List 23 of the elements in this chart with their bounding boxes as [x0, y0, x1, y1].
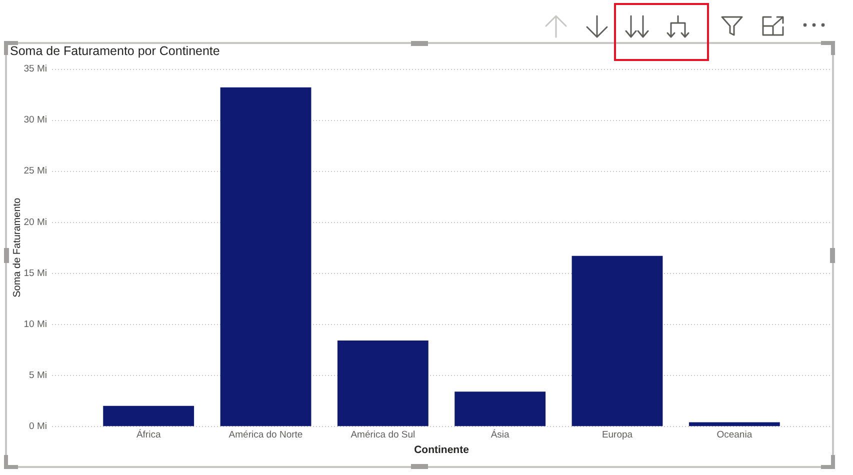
bar: [688, 422, 780, 426]
x-axis-title: Continente: [414, 444, 470, 456]
chart-title: Soma de Faturamento por Continente: [10, 44, 220, 59]
x-tick-label: Oceania: [716, 430, 753, 441]
y-tick-label: 15 Mi: [24, 268, 47, 279]
y-tick-label: 5 Mi: [29, 370, 47, 381]
y-tick-label: 0 Mi: [29, 420, 47, 432]
y-tick-label: 10 Mi: [24, 318, 47, 330]
x-tick-label: África: [136, 428, 162, 441]
y-tick-label: 35 Mi: [24, 64, 47, 75]
x-tick-label: América do Norte: [228, 430, 303, 441]
y-tick-label: 20 Mi: [24, 216, 47, 228]
x-tick-label: Ásia: [490, 428, 510, 441]
bar: [572, 256, 663, 426]
y-tick-label: 30 Mi: [24, 114, 47, 126]
bar: [103, 406, 194, 426]
bar: [337, 340, 428, 426]
bar: [454, 392, 546, 426]
y-tick-label: 25 Mi: [24, 166, 47, 177]
x-tick-label: Europa: [602, 430, 634, 441]
bar: [220, 87, 312, 426]
x-tick-label: América do Sul: [350, 430, 416, 441]
y-axis-title: Soma de Faturamento: [12, 197, 23, 298]
